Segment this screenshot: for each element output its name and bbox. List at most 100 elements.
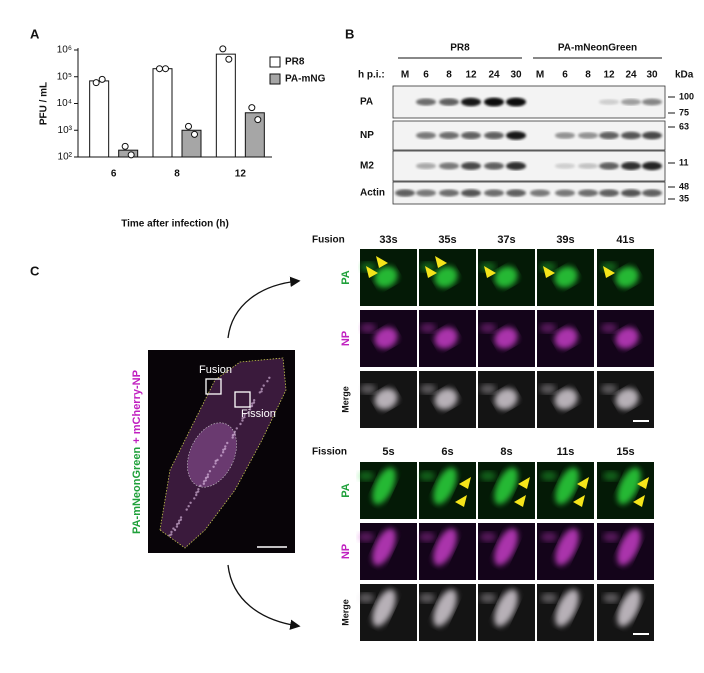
series-label: Fission (312, 447, 347, 458)
arrowhead (425, 266, 437, 278)
signal (617, 589, 641, 627)
blot-frame (392, 181, 666, 205)
panel-label: C (30, 263, 40, 278)
lane-label: 24 (488, 70, 500, 81)
blot-band (621, 189, 641, 197)
speckle (224, 445, 227, 448)
blot-band (506, 131, 526, 140)
panel-label: A (30, 26, 40, 41)
speckle (173, 528, 177, 532)
signal (372, 467, 396, 505)
blot-band (555, 163, 575, 169)
unit-label: kDa (675, 70, 694, 81)
signal (419, 532, 435, 542)
y-tick-label: 10⁵ (57, 71, 72, 82)
speckle (199, 484, 202, 487)
speckle (204, 476, 208, 480)
lane-label: 12 (603, 70, 615, 81)
blot-band (439, 162, 459, 170)
time-label: 8s (500, 446, 512, 458)
blot-band (555, 189, 575, 197)
data-point (185, 122, 192, 130)
signal (617, 467, 641, 505)
signal (358, 532, 374, 542)
speckle (243, 413, 246, 416)
speckle (252, 399, 256, 402)
marker-label: 75 (679, 107, 689, 117)
blot-band (599, 189, 619, 197)
row-label: PA (360, 97, 373, 108)
lane-label: 12 (465, 70, 477, 81)
roi-box (205, 378, 222, 395)
signal (555, 467, 579, 505)
marker-label: 11 (679, 157, 689, 167)
bar (152, 68, 173, 158)
speckle (258, 391, 261, 394)
data-point (98, 75, 106, 83)
signal (555, 589, 579, 627)
row-label: Merge (340, 386, 350, 413)
blot-band (599, 131, 619, 140)
speckle (175, 523, 179, 526)
legend-swatch (269, 73, 281, 85)
blot-band (530, 189, 550, 197)
signal (480, 384, 496, 394)
signal (540, 323, 556, 333)
blot-band (642, 131, 662, 140)
speckle (223, 447, 227, 450)
speckle (260, 390, 263, 393)
time-label: 35s (438, 234, 456, 246)
group-label: PA-mNeonGreen (558, 43, 637, 54)
signal (419, 593, 435, 603)
lane-label: M (401, 70, 409, 81)
lane-label: 30 (646, 70, 658, 81)
roi-label: Fission (241, 408, 276, 420)
arrow (227, 276, 301, 339)
speckle (251, 402, 254, 405)
y-axis-label: PFU / mL (39, 82, 50, 125)
arrowhead (484, 266, 496, 278)
speckle (179, 516, 183, 519)
row-label: NP (340, 544, 352, 559)
signal (554, 327, 578, 349)
signal (360, 384, 376, 394)
legend-label: PA-mNG (285, 74, 326, 85)
arrowhead (518, 477, 530, 489)
signal (494, 388, 518, 410)
data-point (254, 116, 262, 124)
speckle (220, 454, 223, 457)
signal (540, 384, 556, 394)
data-point (127, 151, 135, 159)
blot-band (439, 189, 459, 197)
blot-band (506, 189, 526, 197)
lane-label: 8 (446, 70, 452, 81)
speckle (170, 533, 173, 536)
roi-label: Fusion (199, 364, 232, 376)
signal (480, 323, 496, 333)
signal (374, 266, 398, 288)
blot-frame (392, 120, 666, 151)
arrowhead (543, 266, 555, 278)
x-axis-label: Time after infection (h) (121, 219, 229, 230)
x-tick-label: 12 (235, 169, 247, 180)
row-label: Actin (360, 188, 385, 199)
signal (434, 266, 458, 288)
speckle (208, 470, 212, 473)
signal (480, 593, 496, 603)
signal (494, 467, 518, 505)
signal (433, 589, 457, 627)
speckle (266, 380, 269, 383)
blot-band (621, 161, 641, 171)
blot-band (484, 97, 504, 107)
speckle (231, 436, 234, 439)
row-label: NP (340, 331, 352, 346)
speckle (231, 434, 235, 437)
speckle (177, 519, 181, 522)
signal (420, 323, 436, 333)
lane-label: 30 (510, 70, 522, 81)
time-label: 37s (497, 234, 515, 246)
speckle (214, 459, 217, 463)
speckle (197, 488, 200, 491)
legend-swatch (269, 56, 281, 68)
